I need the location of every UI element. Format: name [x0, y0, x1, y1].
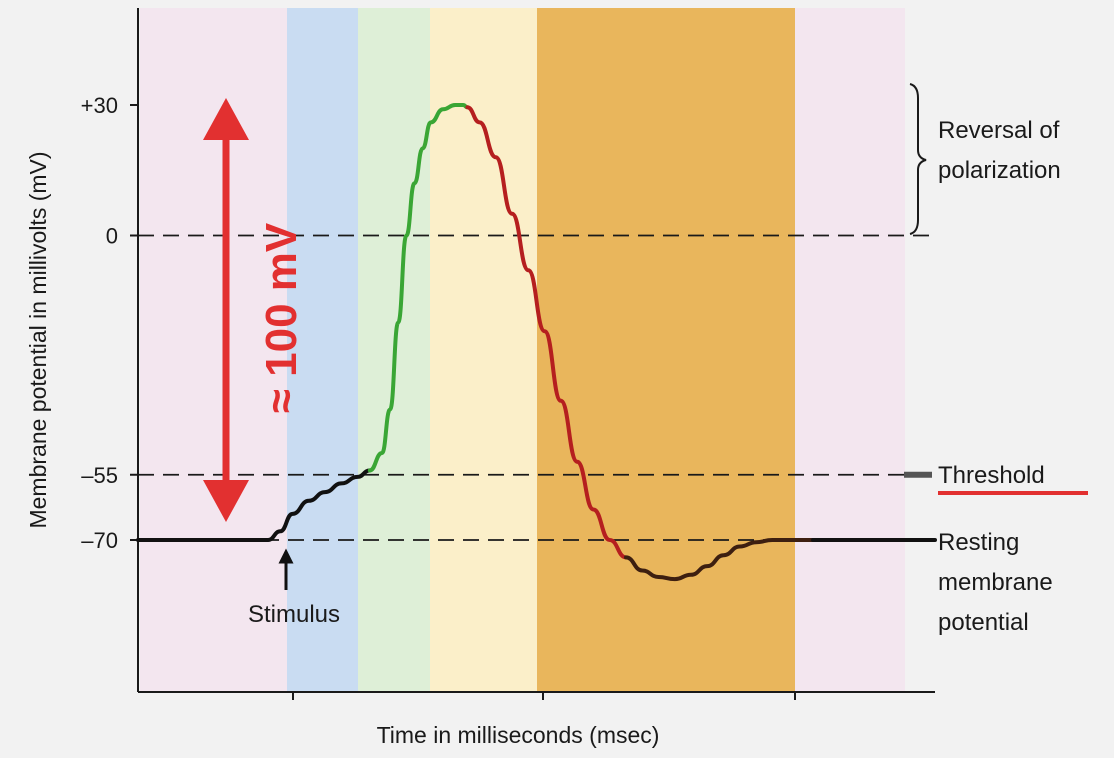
threshold-underline	[938, 491, 1088, 495]
y-tick-label: +30	[81, 93, 118, 118]
resting-label-line: Resting	[938, 529, 1019, 556]
phase-band	[287, 8, 358, 692]
resting-label-line: potential	[938, 609, 1029, 636]
threshold-label: Threshold	[938, 462, 1045, 489]
resting-label-line: membrane	[938, 569, 1053, 596]
curve-segment	[136, 468, 372, 543]
phase-band	[430, 8, 537, 692]
phase-band	[537, 8, 795, 692]
phase-band	[795, 8, 905, 692]
y-tick-label: 0	[106, 224, 118, 249]
amplitude-label: ≈ 100 mV	[257, 222, 306, 413]
reversal-label-line: Reversal of	[938, 117, 1060, 144]
threshold-marker	[904, 471, 932, 478]
amplitude-arrow-down-head	[203, 480, 249, 522]
y-tick-label: –70	[81, 528, 118, 553]
curve-segment	[465, 105, 628, 560]
amplitude-arrow-up-head	[203, 98, 249, 140]
x-axis-title: Time in milliseconds (msec)	[377, 722, 660, 748]
reversal-brace	[909, 83, 927, 235]
reversal-label-line: polarization	[938, 157, 1061, 184]
y-axis-title: Membrane potential in millivolts (mV)	[25, 151, 51, 528]
curve-segment	[367, 103, 470, 473]
y-tick-label: –55	[81, 463, 118, 488]
stimulus-label: Stimulus	[248, 601, 340, 628]
curve-segment	[624, 538, 815, 582]
